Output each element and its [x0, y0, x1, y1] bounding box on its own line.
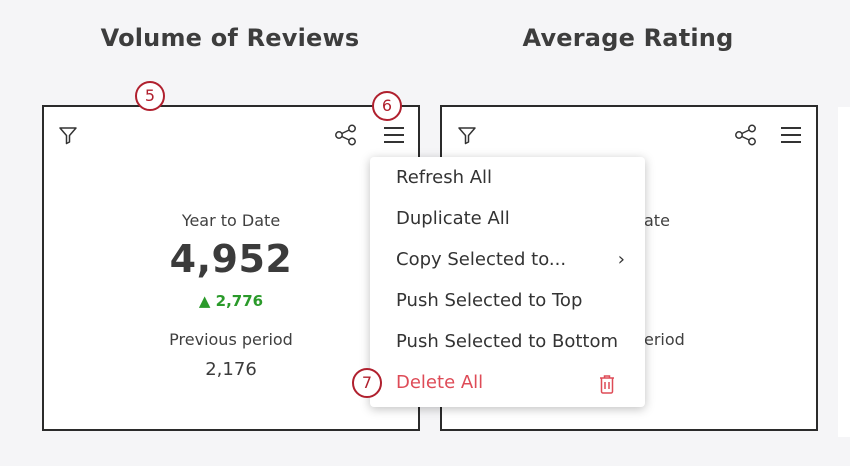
callout-6: 6	[372, 91, 402, 121]
kpi-card-volume[interactable]: Year to Date 4,952 ▲ 2,776 Previous peri…	[42, 105, 420, 431]
kpi-previous-label: Previous period	[169, 330, 293, 349]
callout-7: 7	[352, 368, 382, 398]
share-icon[interactable]	[734, 124, 758, 146]
kpi-card-partial	[838, 107, 850, 437]
filter-icon[interactable]	[457, 125, 477, 145]
filter-icon[interactable]	[58, 125, 78, 145]
trash-icon	[600, 375, 614, 394]
widget-title-volume: Volume of Reviews	[100, 24, 360, 52]
menu-item-refresh-all[interactable]: Refresh All	[396, 167, 493, 188]
kpi-previous-label-partial: eriod	[644, 330, 685, 349]
chevron-right-icon: ›	[617, 249, 625, 270]
menu-item-push-selected-to-bottom[interactable]: Push Selected to Bottom	[396, 331, 619, 352]
kpi-label: Year to Date	[181, 211, 281, 230]
widget-context-menu: Refresh All Duplicate All Copy Selected …	[370, 157, 645, 407]
kpi-label-partial: ate	[644, 211, 670, 230]
share-icon[interactable]	[334, 124, 358, 146]
kpi-value: 4,952	[169, 237, 293, 281]
menu-icon[interactable]	[780, 126, 802, 144]
menu-item-duplicate-all[interactable]: Duplicate All	[396, 208, 510, 229]
menu-item-copy-selected-to[interactable]: Copy Selected to... ›	[396, 243, 625, 277]
kpi-delta: ▲ 2,776	[198, 292, 264, 310]
menu-item-push-selected-to-top[interactable]: Push Selected to Top	[396, 290, 583, 311]
kpi-previous-value: 2,176	[205, 359, 257, 380]
menu-icon[interactable]	[383, 126, 405, 144]
menu-item-delete-all[interactable]: Delete All	[396, 366, 625, 400]
widget-title-average-rating: Average Rating	[522, 24, 734, 52]
callout-5: 5	[135, 81, 165, 111]
